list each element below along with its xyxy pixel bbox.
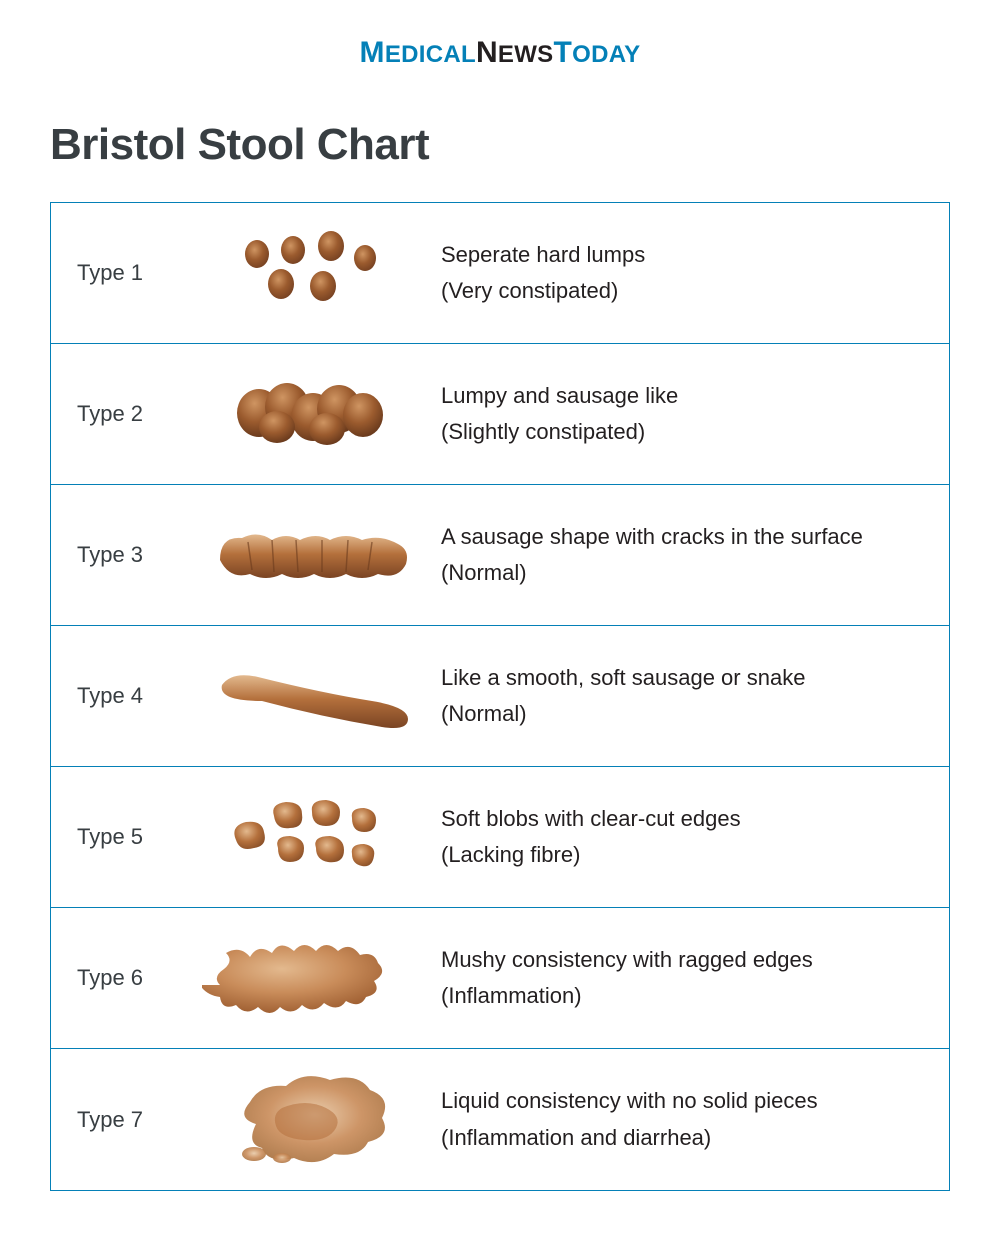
type-description: A sausage shape with cracks in the surfa…	[427, 519, 929, 592]
type-label: Type 3	[77, 542, 197, 568]
type-label: Type 1	[77, 260, 197, 286]
logo-part: T	[554, 36, 573, 69]
type-description: Seperate hard lumps (Very constipated)	[427, 237, 929, 310]
qualifier-text: (Lacking fibre)	[441, 837, 929, 873]
type-description: Like a smooth, soft sausage or snake (No…	[427, 660, 929, 733]
description-text: Lumpy and sausage like	[441, 378, 929, 414]
site-logo: MEDICALNEWSTODAY	[50, 36, 950, 70]
chart-row: Type 6 Mushy consistency with ragged edg…	[51, 908, 949, 1049]
chart-row: Type 2	[51, 344, 949, 485]
illustration-type1	[197, 228, 427, 318]
qualifier-text: (Normal)	[441, 555, 929, 591]
type-description: Soft blobs with clear-cut edges (Lacking…	[427, 801, 929, 874]
type-description: Lumpy and sausage like (Slightly constip…	[427, 378, 929, 451]
type-description: Mushy consistency with ragged edges (Inf…	[427, 942, 929, 1015]
chart-title: Bristol Stool Chart	[50, 120, 950, 170]
chart-row: Type 5	[51, 767, 949, 908]
illustration-type6	[197, 933, 427, 1023]
qualifier-text: (Normal)	[441, 696, 929, 732]
chart-row: Type 4 Like a smooth, soft sausage or sn…	[51, 626, 949, 767]
illustration-type5	[197, 792, 427, 882]
qualifier-text: (Inflammation)	[441, 978, 929, 1014]
logo-part: M	[360, 36, 385, 69]
illustration-type2	[197, 369, 427, 459]
illustration-type3	[197, 510, 427, 600]
type-label: Type 5	[77, 824, 197, 850]
logo-part: N	[476, 36, 498, 69]
illustration-type7	[197, 1070, 427, 1170]
type-description: Liquid consistency with no solid pieces …	[427, 1083, 929, 1156]
logo-part: ODAY	[572, 41, 640, 68]
description-text: A sausage shape with cracks in the surfa…	[441, 519, 929, 555]
chart-row: Type 7 Liquid consistency with no solid …	[51, 1049, 949, 1190]
type-label: Type 6	[77, 965, 197, 991]
qualifier-text: (Inflammation and diarrhea)	[441, 1120, 929, 1156]
description-text: Seperate hard lumps	[441, 237, 929, 273]
logo-part: EWS	[498, 41, 554, 68]
chart-row: Type 3 A sausage shape wit	[51, 485, 949, 626]
description-text: Liquid consistency with no solid pieces	[441, 1083, 929, 1119]
description-text: Soft blobs with clear-cut edges	[441, 801, 929, 837]
type-label: Type 4	[77, 683, 197, 709]
description-text: Like a smooth, soft sausage or snake	[441, 660, 929, 696]
type-label: Type 2	[77, 401, 197, 427]
illustration-type4	[197, 651, 427, 741]
qualifier-text: (Very constipated)	[441, 273, 929, 309]
chart-row: Type 1 Seperate hard lumps	[51, 203, 949, 344]
logo-part: EDICAL	[385, 41, 476, 68]
bristol-stool-chart: Type 1 Seperate hard lumps	[50, 202, 950, 1191]
description-text: Mushy consistency with ragged edges	[441, 942, 929, 978]
qualifier-text: (Slightly constipated)	[441, 414, 929, 450]
type-label: Type 7	[77, 1107, 197, 1133]
